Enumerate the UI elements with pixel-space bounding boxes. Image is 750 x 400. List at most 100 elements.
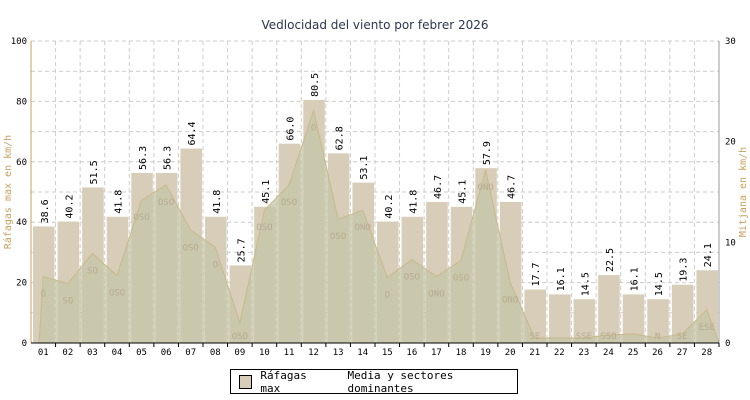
x-tick-label: 11 [284,348,295,358]
sector-label: SO [87,266,98,276]
data-label: 45.1 [261,180,272,204]
x-tick-label: 15 [382,348,393,358]
bar [647,299,669,343]
y2-tick-label: 30 [725,37,736,47]
sector-label: ONO [355,223,371,233]
x-tick-label: 24 [603,348,614,358]
data-label: 25.7 [236,238,247,262]
sector-label: ONO [502,296,518,306]
data-label: 16.1 [556,267,567,291]
x-tick-label: 01 [38,348,49,358]
data-label: 22.5 [605,248,616,272]
data-label: 62.8 [335,126,346,150]
mean-area [38,108,720,344]
legend: Ráfagas max Media y sectores dominantes [230,368,518,395]
x-tick-label: 05 [136,348,147,358]
sector-label: OSO [453,273,469,283]
sector-label: O [213,260,218,270]
bar [573,299,596,343]
sector-label: ESE [699,323,715,333]
sector-label: OSO [330,232,346,242]
sector-label: OSO [109,289,125,299]
data-label: 46.7 [507,175,518,199]
x-tick-label: 06 [161,348,172,358]
sector-label: OSO [133,213,149,223]
sector-label: O [385,291,390,301]
x-tick-label: 20 [505,348,516,358]
sector-label: OSO [232,332,248,342]
x-tick-label: 25 [628,348,639,358]
sector-label: N [655,332,660,342]
sector-label: OSO [404,272,420,282]
data-label: 19.3 [679,258,690,282]
x-tick-label: 08 [210,348,221,358]
x-tick-label: 07 [185,348,196,358]
sector-label: O [311,123,316,133]
data-label: 14.5 [580,272,591,296]
x-tick-label: 27 [677,348,688,358]
data-label: 64.4 [187,121,198,145]
y-tick-label: 100 [11,37,27,47]
data-label: 14.5 [654,272,665,296]
y2-axis-label: Mitjana en km/h [738,147,749,237]
data-label: 53.1 [359,156,370,180]
data-label: 41.8 [114,190,125,214]
data-label: 51.5 [89,160,100,184]
data-label: 38.6 [40,199,51,223]
sector-label: OSO [281,198,297,208]
y-axis-label: Ráfagas max en km/h [2,135,14,249]
bar [549,294,571,343]
x-tick-label: 23 [578,348,589,358]
data-label: 24.1 [703,243,714,267]
data-label: 56.3 [138,146,149,170]
x-tick-label: 22 [554,348,565,358]
x-tick-label: 02 [62,348,73,358]
data-label: 40.2 [64,195,75,219]
x-tick-label: 03 [87,348,98,358]
x-tick-label: 13 [333,348,344,358]
sector-label: SE [677,332,688,342]
y-tick-label: 20 [16,279,27,289]
y2-tick-label: 0 [725,339,730,349]
data-label: 17.7 [531,262,542,286]
y-tick-label: 40 [16,218,27,228]
sector-label: SSO [600,332,616,342]
x-tick-label: 28 [701,348,712,358]
legend-swatch-gusts [239,374,253,389]
data-label: 40.2 [384,195,395,219]
y-tick-label: 0 [22,339,27,349]
data-label: 41.8 [408,190,419,214]
data-label: 45.1 [458,180,469,204]
x-tick-label: 19 [480,348,491,358]
data-label: 66.0 [286,117,297,141]
sector-label: SSE [576,332,592,342]
y-tick-label: 80 [16,97,27,107]
sector-label: O [41,290,46,300]
x-tick-label: 09 [234,348,245,358]
bar [622,294,645,343]
x-tick-label: 04 [112,348,123,358]
x-tick-label: 14 [357,348,368,358]
sector-label: OSO [158,198,174,208]
data-label: 16.1 [630,267,641,291]
sector-label: OSO [256,223,272,233]
data-label: 56.3 [163,146,174,170]
legend-mean: Media y sectores dominantes [347,368,454,395]
chart-title: Vedlocidad del viento por febrer 2026 [262,18,489,32]
data-label: 57.9 [482,141,493,165]
data-label: 46.7 [433,175,444,199]
sector-label: ONO [428,290,444,300]
x-tick-label: 21 [529,348,540,358]
x-tick-label: 12 [308,348,319,358]
x-tick-label: 17 [431,348,442,358]
y2-tick-label: 20 [725,138,736,148]
x-tick-label: 10 [259,348,270,358]
sector-label: OSO [183,243,199,253]
sector-label: ONO [477,183,493,193]
sector-label: SO [62,297,73,307]
y2-tick-label: 10 [725,238,736,248]
legend-gusts: Ráfagas max [260,368,307,395]
sector-label: SE [529,332,540,342]
x-tick-label: 18 [456,348,467,358]
